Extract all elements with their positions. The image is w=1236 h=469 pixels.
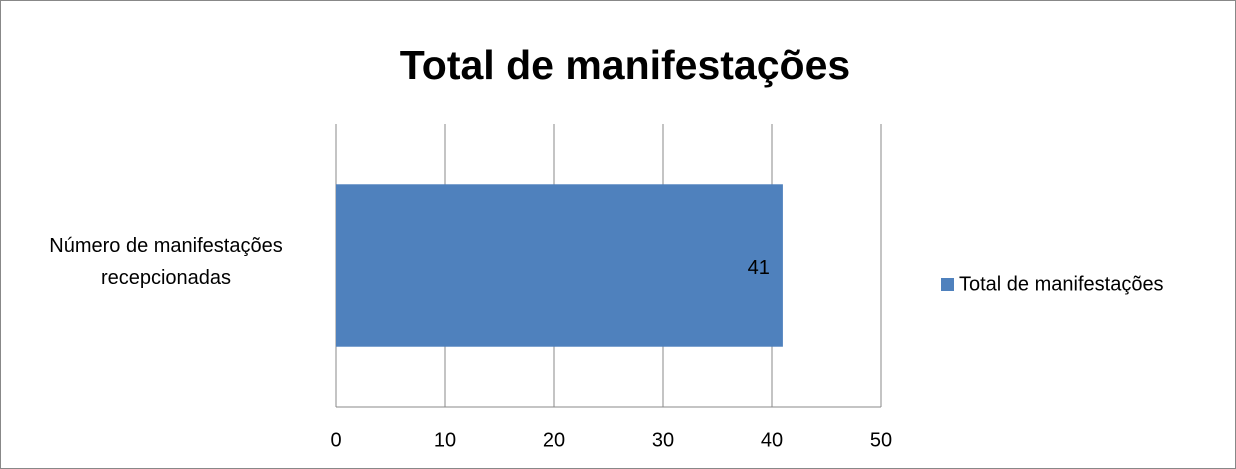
bar	[336, 184, 783, 347]
x-tick-label: 20	[543, 429, 565, 451]
chart-title: Total de manifestações	[400, 42, 850, 88]
legend-swatch	[941, 278, 954, 291]
y-tick-label: Número de manifestações recepcionadas	[49, 234, 283, 289]
x-tick-label: 40	[761, 429, 783, 451]
x-tick-label: 30	[652, 429, 674, 451]
legend-label: Total de manifestações	[959, 273, 1164, 295]
data-label: 41	[748, 257, 770, 279]
x-tick-label: 50	[870, 429, 892, 451]
x-tick-label: 10	[434, 429, 456, 451]
x-tick-label: 0	[330, 429, 341, 451]
